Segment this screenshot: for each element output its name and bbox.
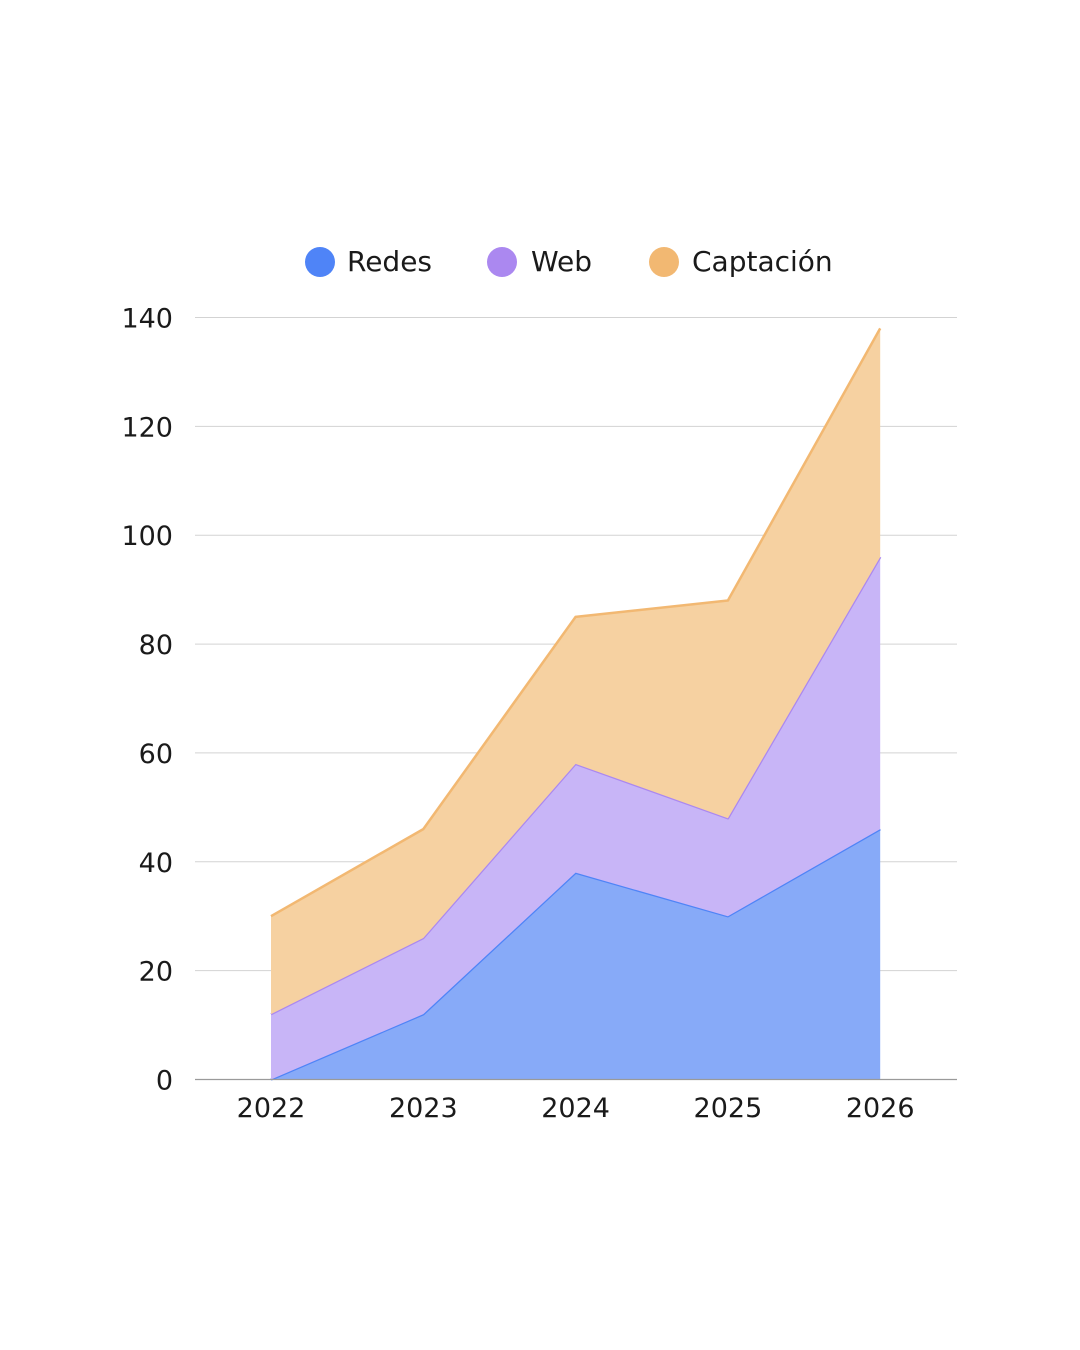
- x-tick-label: 2024: [541, 1093, 610, 1124]
- y-tick-label: 140: [121, 304, 173, 335]
- legend-swatch: [305, 247, 335, 277]
- area-line-captación: [270, 327, 882, 918]
- x-axis-ticks: 2022 2023 2024 2025 2026: [237, 1093, 915, 1124]
- legend: Redes Web Captación: [305, 245, 833, 278]
- legend-label: Redes: [347, 245, 432, 278]
- x-tick-label: 2025: [694, 1093, 763, 1124]
- y-tick-label: 120: [121, 412, 173, 443]
- y-tick-label: 0: [156, 1066, 173, 1097]
- x-tick-label: 2023: [389, 1093, 458, 1124]
- y-tick-label: 60: [139, 739, 173, 770]
- y-tick-label: 100: [121, 521, 173, 552]
- area-redes: [271, 829, 881, 1080]
- y-axis-ticks: 0 20 40 60 80 100 120 140: [121, 304, 173, 1097]
- x-tick-label: 2026: [846, 1093, 915, 1124]
- area-web: [271, 556, 881, 1080]
- y-tick-label: 20: [139, 957, 173, 988]
- y-tick-label: 80: [139, 630, 173, 661]
- area-layers: [270, 327, 882, 1081]
- legend-label: Web: [531, 245, 592, 278]
- area-captación: [271, 328, 881, 1015]
- legend-swatch: [649, 247, 679, 277]
- legend-label: Captación: [692, 245, 833, 278]
- legend-swatch: [487, 247, 517, 277]
- x-tick-label: 2022: [237, 1093, 306, 1124]
- y-tick-label: 40: [139, 848, 173, 879]
